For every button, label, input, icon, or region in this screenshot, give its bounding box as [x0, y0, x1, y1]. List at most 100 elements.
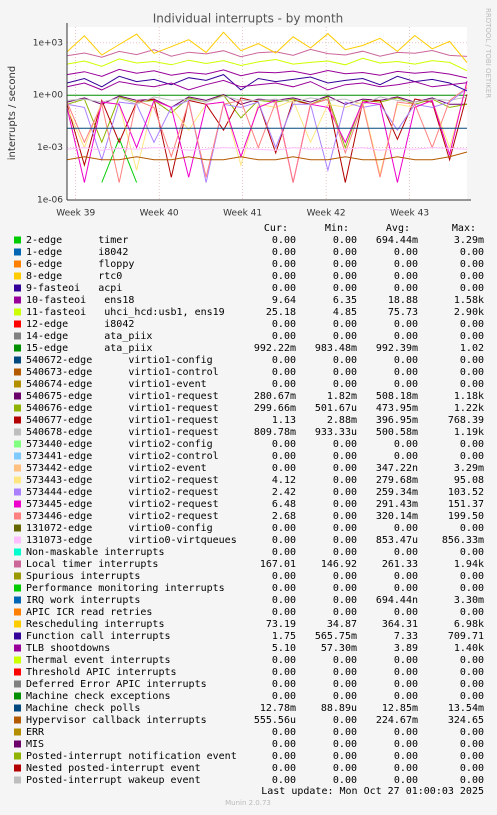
legend-name: 540672-edge virtio1-config: [26, 355, 213, 366]
legend-cur: 0.00: [272, 607, 296, 618]
legend-name: 540673-edge virtio1-control: [26, 367, 219, 378]
legend-cur: 0.00: [272, 583, 296, 594]
legend-min: 0.00: [333, 595, 357, 606]
legend-name: 573440-edge virtio2-config: [26, 439, 213, 450]
legend-cur: 0.00: [272, 319, 296, 330]
y-tick-label: 1e+00: [33, 91, 64, 101]
legend-cur: 0.00: [272, 595, 296, 606]
legend-swatch: [14, 356, 21, 364]
legend-avg: 694.44n: [376, 595, 418, 606]
legend-avg: 18.88: [388, 295, 418, 306]
legend-avg: 0.00: [394, 763, 418, 774]
legend-min: 88.89u: [321, 703, 357, 714]
legend-min: 0.00: [333, 499, 357, 510]
legend-name: Spurious interrupts: [26, 571, 140, 582]
legend-min: 0.00: [333, 751, 357, 762]
legend-cur: 280.67m: [254, 391, 296, 402]
legend-name: 540675-edge virtio1-request: [26, 391, 219, 402]
legend-swatch: [14, 572, 21, 580]
legend-cur: 25.18: [266, 307, 296, 318]
legend-cur: 0.00: [272, 331, 296, 342]
legend-max: 0.00: [460, 751, 484, 762]
legend-swatch: [14, 560, 21, 568]
x-tick-label: Week 41: [223, 209, 262, 219]
series-line: [66, 147, 468, 151]
legend-swatch: [14, 632, 21, 640]
legend-cur: 0.00: [272, 775, 296, 786]
legend-avg: 0.00: [394, 259, 418, 270]
legend-min: 0.00: [333, 571, 357, 582]
legend-max: 0.00: [460, 319, 484, 330]
legend-swatch: [14, 584, 21, 592]
legend-max: 1.02: [460, 343, 484, 354]
legend-avg: 364.31: [382, 619, 418, 630]
legend-avg: 291.43m: [376, 499, 418, 510]
legend-swatch: [14, 308, 21, 316]
legend-swatch: [14, 392, 21, 400]
legend-swatch: [14, 236, 21, 244]
legend-cur: 0.00: [272, 535, 296, 546]
legend-max: 103.52: [448, 487, 484, 498]
legend-min: 0.00: [333, 691, 357, 702]
legend-max: 0.00: [460, 439, 484, 450]
legend-name: Nested posted-interrupt event: [26, 763, 201, 774]
legend-min: 0.00: [333, 607, 357, 618]
legend-swatch: [14, 728, 21, 736]
legend-avg: 0.00: [394, 679, 418, 690]
legend-name: 540674-edge virtio1-event: [26, 379, 207, 390]
legend-avg: 0.00: [394, 271, 418, 282]
legend-max: 0.00: [460, 655, 484, 666]
legend-name: 8-edge rtc0: [26, 271, 122, 282]
legend-swatch: [14, 488, 21, 496]
legend-min: 0.00: [333, 475, 357, 486]
legend-name: MIS: [26, 739, 44, 750]
legend-max: 0.00: [460, 571, 484, 582]
legend-swatch: [14, 524, 21, 532]
legend-swatch: [14, 440, 21, 448]
legend-swatch: [14, 296, 21, 304]
legend-max: 709.71: [448, 631, 484, 642]
legend-name: 6-edge floppy: [26, 259, 134, 270]
series-line: [66, 31, 468, 63]
legend-max: 0.00: [460, 271, 484, 282]
legend-max: 324.65: [448, 715, 484, 726]
legend-max: 768.39: [448, 415, 484, 426]
legend-name: 573444-edge virtio2-request: [26, 487, 219, 498]
legend-name: Posted-interrupt wakeup event: [26, 775, 201, 786]
legend-cur: 0.00: [272, 367, 296, 378]
legend-swatch: [14, 764, 21, 772]
legend-max: 1.18k: [454, 391, 484, 402]
legend-name: 2-edge timer: [26, 235, 128, 246]
y-axis-label: interrupts / second: [7, 66, 18, 160]
legend-max: 0.00: [460, 763, 484, 774]
legend-avg: 396.95m: [376, 415, 418, 426]
legend-swatch: [14, 416, 21, 424]
legend-max: 151.37: [448, 499, 484, 510]
legend-swatch: [14, 776, 21, 784]
legend-cur: 0.00: [272, 739, 296, 750]
legend-name: 1-edge i8042: [26, 247, 128, 258]
legend-cur: 0.00: [272, 439, 296, 450]
legend-name: Deferred Error APIC interrupts: [26, 679, 207, 690]
y-tick-label: 1e-06: [37, 196, 63, 206]
legend-avg: 0.00: [394, 583, 418, 594]
legend-name: Threshold APIC interrupts: [26, 667, 177, 678]
legend-cur: 0.00: [272, 655, 296, 666]
legend-cur: 167.01: [260, 559, 296, 570]
legend-max: 3.29m: [454, 463, 484, 474]
legend-avg: 0.00: [394, 655, 418, 666]
legend-cur: 992.22m: [254, 343, 296, 354]
legend-max: 0.00: [460, 727, 484, 738]
legend-min: 6.35: [333, 295, 357, 306]
x-tick-label: Week 42: [307, 209, 346, 219]
series-line: [101, 137, 138, 183]
legend-cur: 0.00: [272, 547, 296, 558]
series-line: [66, 68, 468, 79]
legend-min: 501.67u: [315, 403, 357, 414]
legend-avg: 259.34m: [376, 487, 418, 498]
legend-min: 0.00: [333, 331, 357, 342]
legend-cur: 0.00: [272, 355, 296, 366]
legend-swatch: [14, 404, 21, 412]
legend-name: Thermal event interrupts: [26, 655, 171, 666]
